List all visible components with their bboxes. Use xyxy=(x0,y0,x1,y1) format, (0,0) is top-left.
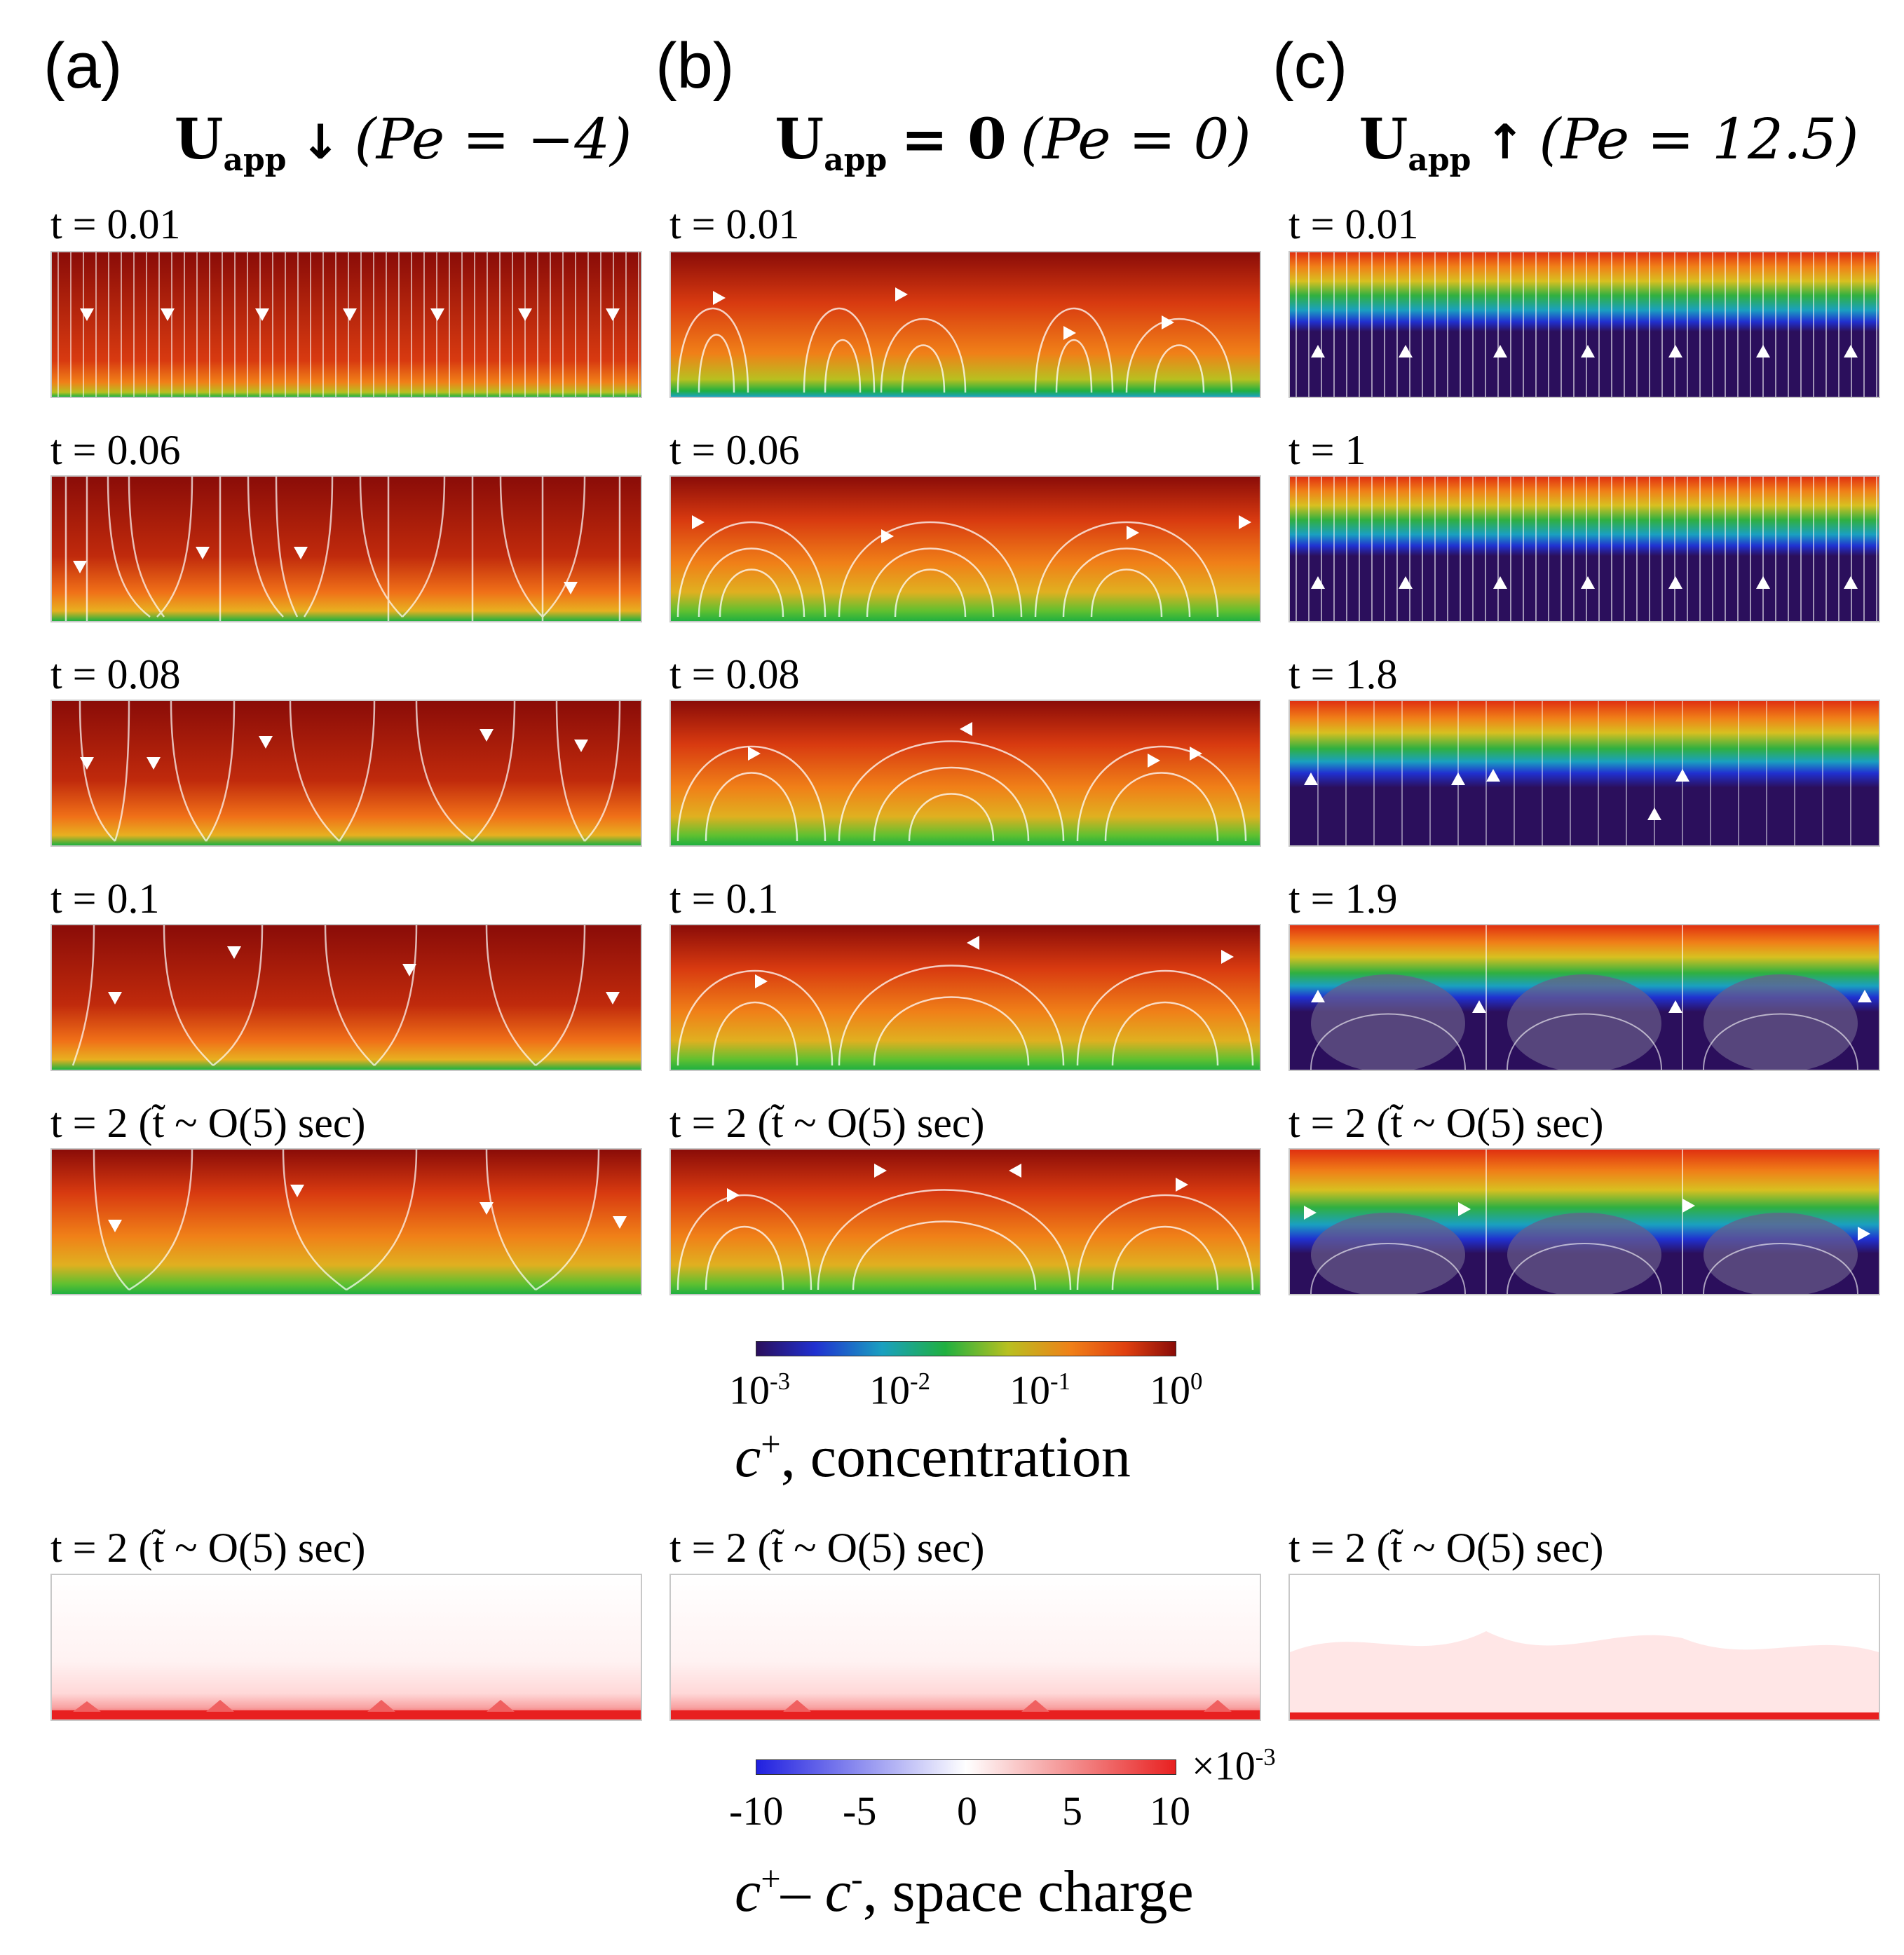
concentration-tick-1: 10-3 xyxy=(729,1367,790,1413)
concentration-tick-2: 10-2 xyxy=(869,1367,930,1413)
concentration-colorbar xyxy=(756,1341,1176,1356)
charge-time-label-c: t = 2 (t̃ ~ O(5) sec) xyxy=(1288,1525,1604,1571)
charge-tick-4: 5 xyxy=(1062,1788,1082,1834)
concentration-panel-a1 xyxy=(50,251,642,398)
charge-time-label-b: t = 2 (t̃ ~ O(5) sec) xyxy=(669,1525,985,1571)
panel-letter-a: (a) xyxy=(43,30,123,102)
concentration-colorbar-label: c+, concentration xyxy=(735,1424,1131,1490)
charge-multiplier: ×10-3 xyxy=(1192,1743,1276,1789)
flow-arrow xyxy=(80,308,94,321)
concentration-tick-3: 10-1 xyxy=(1009,1367,1070,1413)
concentration-panel-a2 xyxy=(50,475,642,622)
charge-tick-1: -10 xyxy=(729,1788,784,1834)
concentration-panel-c5 xyxy=(1288,1148,1880,1295)
concentration-panel-c2 xyxy=(1288,475,1880,622)
up-arrow-icon: ↑ xyxy=(1485,115,1525,170)
time-label-a1: t = 0.01 xyxy=(50,201,181,247)
flow-arrow xyxy=(161,308,175,321)
panel-letter-b: (b) xyxy=(655,30,735,102)
time-label-a5: t = 2 (t̃ ~ O(5) sec) xyxy=(50,1100,366,1146)
charge-tick-5: 10 xyxy=(1150,1788,1190,1834)
charge-colorbar-label: c+– c-, space charge xyxy=(735,1859,1194,1924)
flow-arrow xyxy=(606,308,620,321)
charge-tick-2: -5 xyxy=(843,1788,877,1834)
flow-arrow xyxy=(343,308,357,321)
charge-panel-c xyxy=(1288,1574,1880,1721)
flow-arrow xyxy=(430,308,444,321)
concentration-panel-b2 xyxy=(669,475,1261,622)
time-label-c2: t = 1 xyxy=(1288,427,1366,473)
concentration-panel-b4 xyxy=(669,924,1261,1071)
concentration-panel-c1 xyxy=(1288,251,1880,398)
concentration-panel-c4 xyxy=(1288,924,1880,1071)
concentration-panel-a5 xyxy=(50,1148,642,1295)
charge-panel-a xyxy=(50,1574,642,1721)
charge-colorbar xyxy=(756,1759,1176,1775)
time-label-b4: t = 0.1 xyxy=(669,876,779,922)
time-label-a3: t = 0.08 xyxy=(50,651,181,697)
time-label-a2: t = 0.06 xyxy=(50,427,181,473)
time-label-c3: t = 1.8 xyxy=(1288,651,1398,697)
down-arrow-icon: ↓ xyxy=(300,115,341,170)
charge-time-label-a: t = 2 (t̃ ~ O(5) sec) xyxy=(50,1525,366,1571)
column-title-a: Uapp ↓ (Pe = −4) xyxy=(174,106,632,178)
time-label-c5: t = 2 (t̃ ~ O(5) sec) xyxy=(1288,1100,1604,1146)
time-label-c4: t = 1.9 xyxy=(1288,876,1398,922)
concentration-panel-c3 xyxy=(1288,700,1880,847)
column-title-b: Uapp = 0 (Pe = 0) xyxy=(775,106,1251,178)
panel-letter-c: (c) xyxy=(1272,30,1348,102)
column-title-c: Uapp ↑ (Pe = 12.5) xyxy=(1359,106,1859,178)
time-label-b3: t = 0.08 xyxy=(669,651,800,697)
time-label-c1: t = 0.01 xyxy=(1288,201,1419,247)
concentration-panel-a4 xyxy=(50,924,642,1071)
concentration-panel-b3 xyxy=(669,700,1261,847)
flow-arrow xyxy=(255,308,269,321)
concentration-panel-b5 xyxy=(669,1148,1261,1295)
charge-tick-3: 0 xyxy=(957,1788,977,1834)
concentration-tick-4: 100 xyxy=(1150,1367,1203,1413)
concentration-panel-a3 xyxy=(50,700,642,847)
time-label-b2: t = 0.06 xyxy=(669,427,800,473)
charge-panel-b xyxy=(669,1574,1261,1721)
time-label-b5: t = 2 (t̃ ~ O(5) sec) xyxy=(669,1100,985,1146)
time-label-a4: t = 0.1 xyxy=(50,876,160,922)
flow-arrow xyxy=(518,308,532,321)
time-label-b1: t = 0.01 xyxy=(669,201,800,247)
concentration-panel-b1 xyxy=(669,251,1261,398)
